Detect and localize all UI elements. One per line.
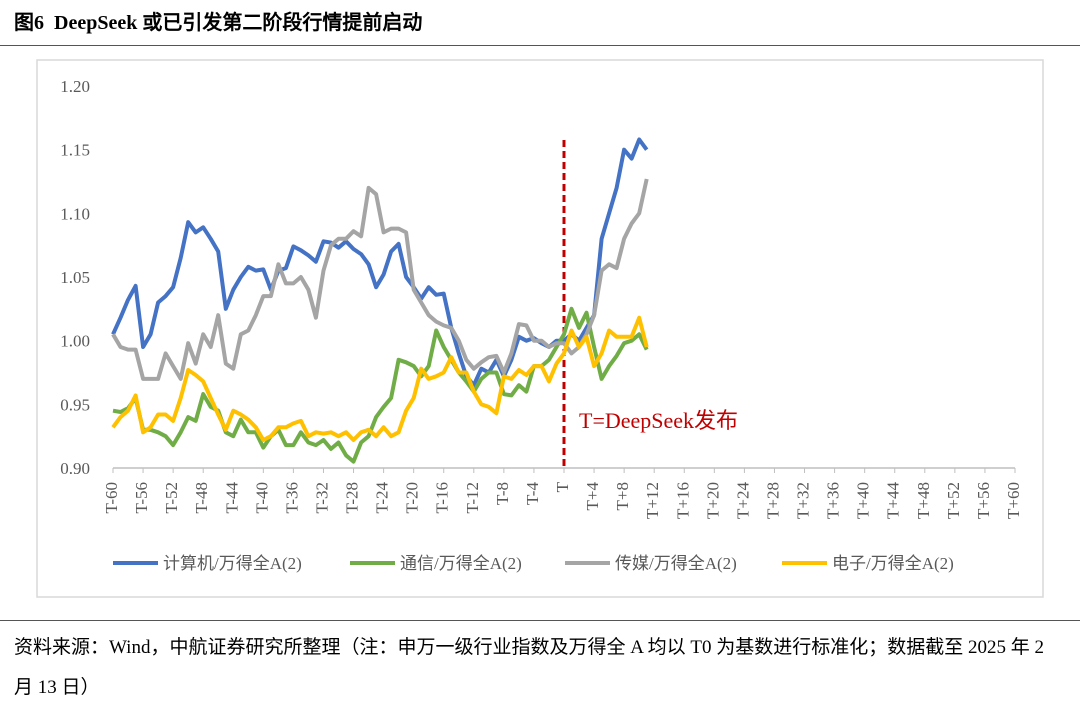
x-tick-label: T-56	[132, 482, 151, 514]
x-tick-label: T+32	[794, 482, 813, 519]
legend-label: 通信/万得全A(2)	[400, 554, 522, 573]
x-tick-label: T-8	[493, 482, 512, 505]
x-tick-label: T+56	[974, 482, 993, 519]
x-tick-label: T	[553, 481, 572, 492]
x-tick-label: T-48	[192, 482, 211, 514]
y-tick-label: 0.95	[60, 395, 90, 414]
chart-title: 图6 DeepSeek 或已引发第二阶段行情提前启动	[14, 12, 423, 34]
x-tick-label: T-28	[343, 482, 362, 514]
x-tick-label: T+20	[703, 482, 722, 519]
x-tick-label: T+28	[763, 482, 782, 519]
x-tick-label: T+8	[613, 482, 632, 510]
x-tick-label: T-40	[252, 482, 271, 514]
x-tick-label: T-32	[312, 482, 331, 514]
x-tick-label: T-60	[102, 482, 121, 514]
x-tick-label: T-16	[433, 482, 452, 514]
annotation: T=DeepSeek发布	[579, 408, 738, 433]
series-line	[111, 178, 649, 381]
chart-frame	[36, 59, 1044, 598]
y-tick-label: 1.15	[60, 141, 90, 160]
x-tick-label: T+60	[1004, 482, 1023, 519]
x-tick-label: T+36	[824, 482, 843, 519]
series-line	[111, 315, 649, 442]
x-tick-label: T-52	[162, 482, 181, 514]
y-tick-label: 1.20	[60, 77, 90, 96]
x-tick-label: T+40	[854, 482, 873, 519]
legend-label: 计算机/万得全A(2)	[163, 554, 302, 573]
x-tick-label: T+12	[643, 482, 662, 519]
x-tick-label: T+4	[583, 482, 602, 511]
x-tick-label: T-12	[463, 482, 482, 514]
legend-label: 传媒/万得全A(2)	[615, 554, 737, 573]
y-tick-label: 1.00	[60, 332, 90, 351]
x-tick-label: T-36	[282, 482, 301, 514]
series-line	[111, 137, 649, 388]
x-tick-label: T-4	[523, 482, 542, 505]
legend-label: 电子/万得全A(2)	[832, 554, 954, 573]
x-tick-label: T-24	[373, 482, 392, 514]
source-note: 资料来源：Wind，中航证券研究所整理（注：申万一级行业指数及万得全 A 均以 …	[14, 637, 1044, 698]
x-tick-label: T+16	[673, 482, 692, 519]
y-tick-label: 0.90	[60, 459, 90, 478]
source-rule	[0, 620, 1080, 621]
x-tick-label: T-44	[222, 482, 241, 514]
title-rule	[0, 45, 1080, 46]
x-tick-label: T+24	[733, 482, 752, 519]
series-line	[112, 306, 649, 464]
x-tick-label: T+48	[914, 482, 933, 519]
x-tick-label: T+52	[944, 482, 963, 519]
y-tick-label: 1.10	[60, 204, 90, 223]
y-tick-label: 1.05	[60, 268, 90, 287]
x-tick-label: T+44	[884, 482, 903, 519]
x-tick-label: T-20	[403, 482, 422, 514]
